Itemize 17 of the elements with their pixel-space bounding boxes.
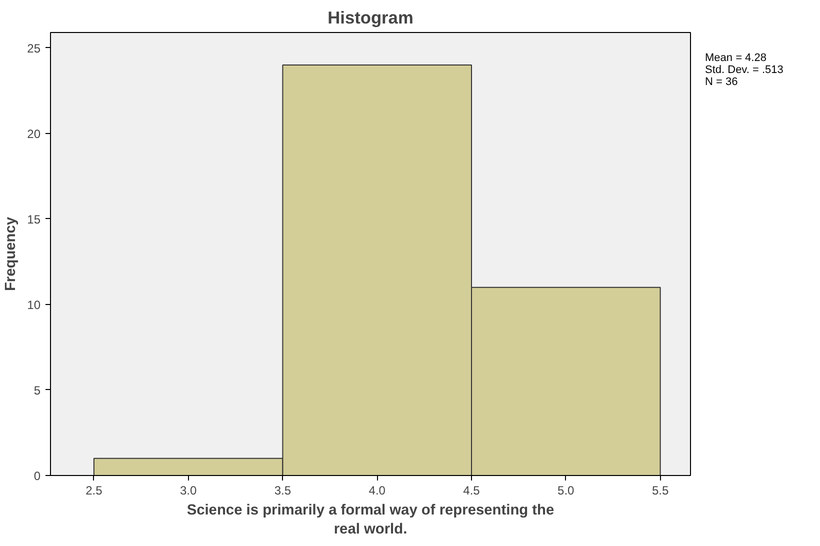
y-tick-label: 0 — [34, 469, 41, 483]
x-tick-label: 2.5 — [86, 484, 103, 498]
x-tick-label: 4.0 — [368, 484, 386, 498]
x-tick-label: 3.5 — [274, 484, 292, 498]
y-tick-label: 25 — [27, 41, 41, 56]
x-axis-title: Science is primarily a formal way of representing the real world. — [186, 502, 554, 538]
x-tick-label: 5.5 — [652, 484, 669, 498]
y-tick-label: 20 — [27, 126, 41, 141]
x-tick-label: 3.0 — [180, 484, 197, 498]
y-tick-label: 15 — [27, 212, 41, 226]
y-tick-label: 5 — [34, 383, 41, 398]
x-tick-label: 4.5 — [463, 484, 480, 498]
x-tick-label: 5.0 — [558, 484, 575, 498]
y-tick-label: 10 — [27, 298, 41, 312]
text: Mean = 4.28 Std. Dev. = .513 N = 36 — [705, 52, 784, 88]
chart-title: Histogram — [328, 8, 414, 28]
y-axis-title: Frequency — [3, 216, 20, 292]
